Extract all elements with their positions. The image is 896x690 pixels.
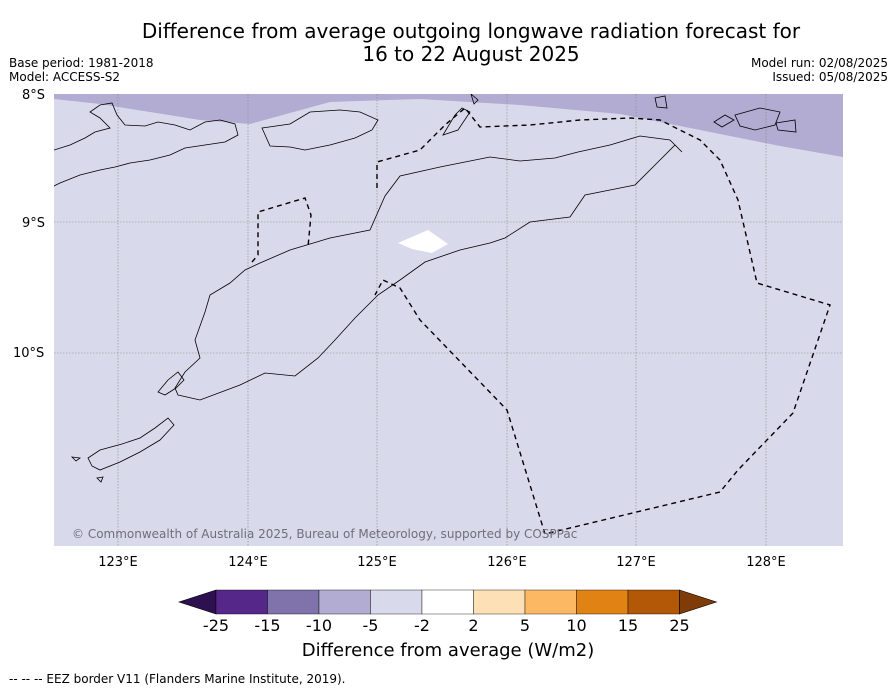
lat-label-9s: 9°S: [22, 216, 45, 231]
eez-border-enclave: [251, 197, 312, 263]
colorbar-segment: [473, 589, 526, 615]
southwest-islands: [87, 417, 175, 471]
colorbar-tick-label: 5: [520, 616, 530, 635]
colorbar-segment: [421, 589, 474, 615]
coastlines: [54, 94, 797, 483]
lat-label-10s: 10°S: [13, 346, 44, 361]
colorbar-segment: [627, 589, 680, 615]
small-island-3: [775, 119, 797, 133]
lon-label-127e: 127°E: [616, 555, 656, 570]
colorbar-tick-label: -25: [203, 616, 229, 635]
colorbar-title: Difference from average (W/m2): [301, 640, 595, 661]
issued-date: Issued: 05/08/2025: [772, 70, 888, 84]
colorbar-tick-label: -2: [414, 616, 430, 635]
colorbar-segment: [318, 589, 371, 615]
anomaly-region-north: [54, 94, 843, 157]
model-run: Model run: 02/08/2025: [750, 56, 888, 70]
lon-label-126e: 126°E: [487, 555, 527, 570]
lon-label-128e: 128°E: [746, 555, 786, 570]
copyright-text: © Commonwealth of Australia 2025, Bureau…: [72, 527, 577, 541]
meta-left: Base period: 1981-2018 Model: ACCESS-S2: [9, 56, 154, 84]
colorbar-segment: [215, 589, 268, 615]
timor-coastline: [174, 135, 683, 401]
colorbar-tick-label: -5: [363, 616, 379, 635]
colorbar-tick-label: 15: [618, 616, 638, 635]
colorbar: -25 -15 -10 -5 -2 2 5 10 15 25: [178, 589, 718, 635]
alor-coastline: [261, 109, 379, 151]
title-line-1: Difference from average outgoing longwav…: [141, 19, 801, 43]
small-island-2: [734, 107, 781, 131]
map-title: Difference from average outgoing longwav…: [40, 20, 896, 66]
colorbar-segment: [370, 589, 423, 615]
title-line-2: 16 to 22 August 2025: [362, 42, 580, 66]
footer-note: -- -- -- EEZ border V11 (Flanders Marine…: [9, 672, 346, 686]
colorbar-segment: [576, 589, 629, 615]
colorbar-tick-label: -15: [254, 616, 280, 635]
map-area: [54, 94, 843, 546]
lon-label-124e: 124°E: [228, 555, 268, 570]
small-island-4: [654, 95, 668, 109]
colorbar-tick-label: 10: [566, 616, 586, 635]
colorbar-tick-label: -10: [306, 616, 332, 635]
meta-right: Model run: 02/08/2025 Issued: 05/08/2025: [751, 56, 888, 84]
colorbar-tick-label: 25: [669, 616, 689, 635]
colorbar-segment: [524, 589, 577, 615]
near-zero-patch: [398, 230, 448, 253]
flores-coastline: [54, 102, 239, 187]
rote-coastline: [157, 371, 185, 396]
model-name: Model: ACCESS-S2: [9, 70, 121, 84]
colorbar-segment: [267, 589, 320, 615]
colorbar-tick-label: 2: [468, 616, 478, 635]
small-island-1: [713, 114, 735, 128]
lat-label-8s: 8°S: [22, 88, 45, 103]
wetar-coastline: [442, 107, 471, 136]
eez-border: [374, 106, 831, 535]
base-period: Base period: 1981-2018: [9, 56, 154, 70]
colorbar-extension-high: [679, 589, 718, 615]
graticule: [54, 94, 843, 546]
lon-label-123e: 123°E: [98, 555, 138, 570]
colorbar-extension-low: [178, 589, 217, 615]
lon-label-125e: 125°E: [357, 555, 397, 570]
